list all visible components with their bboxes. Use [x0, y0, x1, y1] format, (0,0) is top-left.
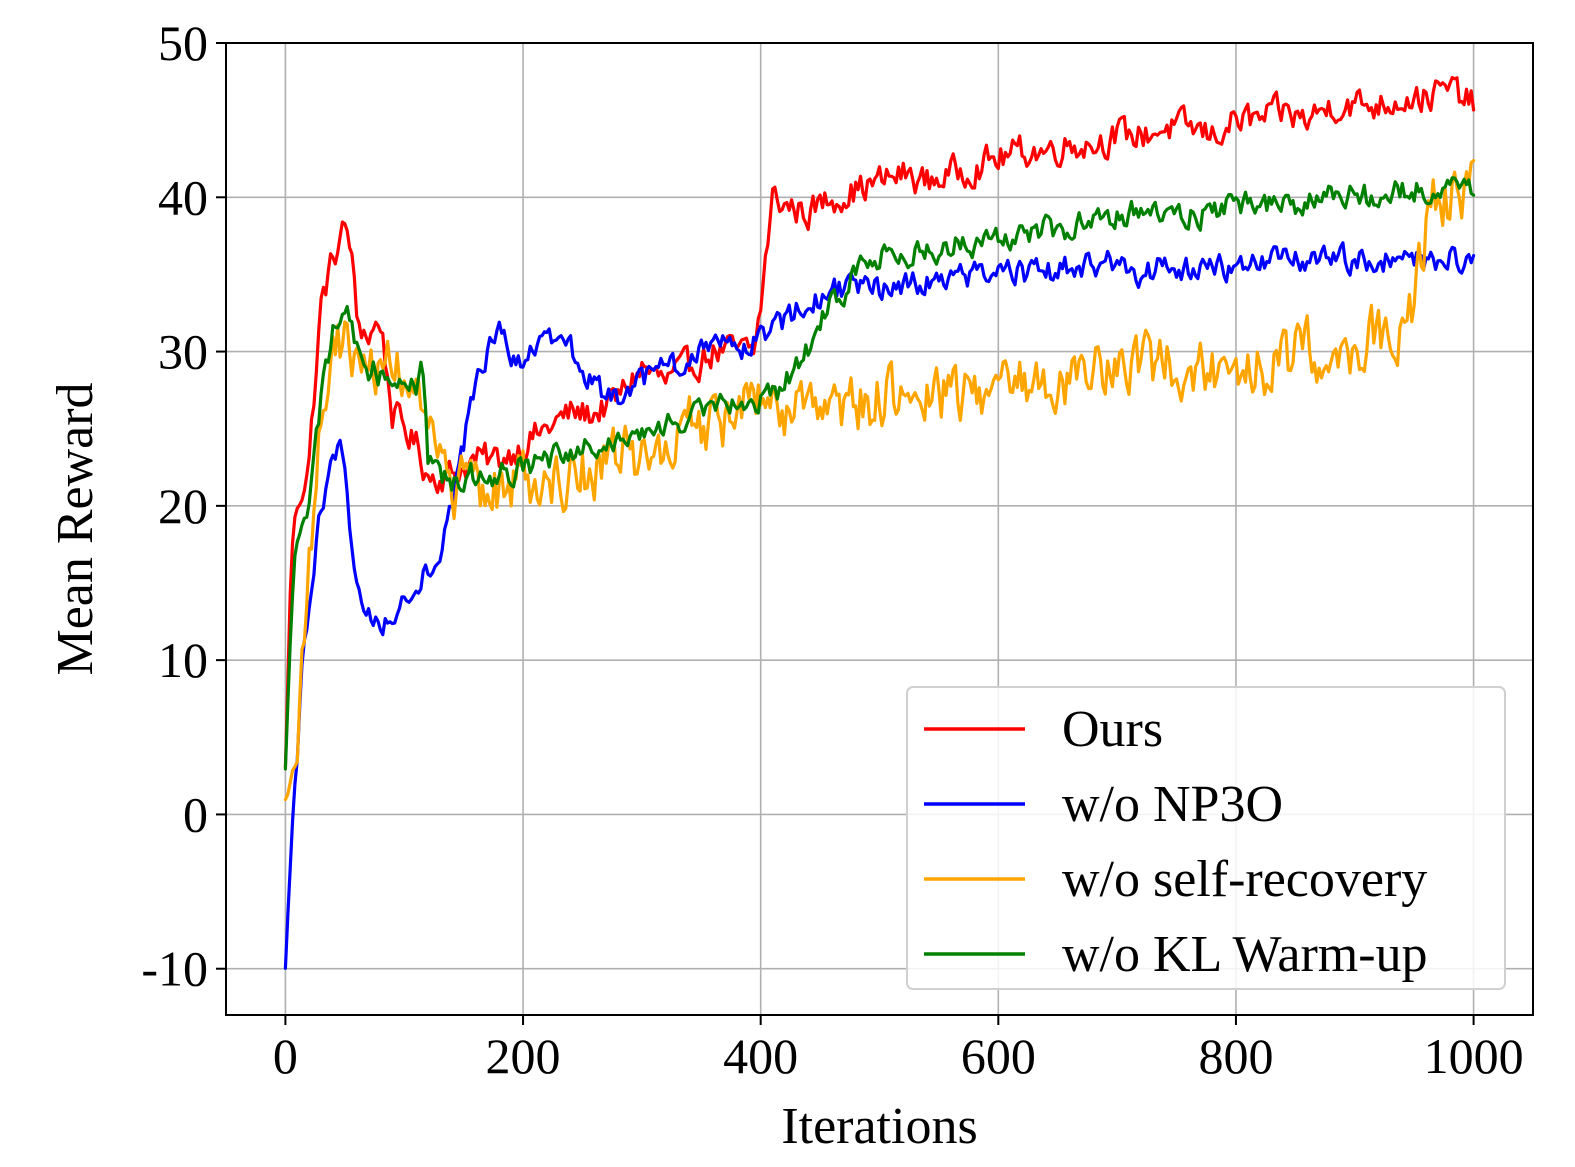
y-tick-label: 40: [158, 169, 208, 225]
series-line-ours: [283, 75, 1476, 769]
legend: Ours w/o NP3O w/o self-recovery w/o KL Warm…: [906, 686, 1506, 990]
y-tick-label: 0: [183, 786, 208, 842]
legend-label: w/o NP3O: [1062, 776, 1283, 833]
legend-label: w/o self-recovery: [1062, 851, 1427, 908]
legend-item: w/o NP3O: [924, 776, 1283, 833]
y-tick-label: 10: [158, 632, 208, 688]
x-tick-label: 600: [961, 1028, 1036, 1084]
plot-frame: [225, 42, 1534, 1016]
x-tick-label: 1000: [1424, 1028, 1524, 1084]
legend-item: Ours: [924, 701, 1163, 758]
series-line-w-o-self-recovery: [283, 159, 1476, 802]
legend-item: w/o self-recovery: [924, 851, 1427, 908]
series-line-w-o-kl-warm-up: [283, 176, 1476, 771]
x-tick-label: 800: [1198, 1028, 1273, 1084]
legend-box: [906, 686, 1506, 990]
x-tick-label: 200: [486, 1028, 561, 1084]
legend-item: w/o KL Warm-up: [924, 926, 1428, 983]
y-tick-label: -10: [141, 941, 208, 997]
y-tick-label: 20: [158, 478, 208, 534]
series-line-w-o-np3o: [283, 241, 1476, 970]
tick-layer: 0 200 400 600 800 1000 -10 0 10 20 30 40 50: [141, 15, 1523, 1084]
legend-label: Ours: [1062, 701, 1163, 758]
y-tick-label: 30: [158, 324, 208, 380]
x-axis-title: Iterations: [781, 1098, 977, 1155]
x-tick-label: 0: [273, 1028, 298, 1084]
y-axis-title: Mean Reward: [47, 382, 104, 675]
y-tick-label: 50: [158, 15, 208, 71]
legend-items: Ours w/o NP3O w/o self-recovery w/o KL Warm…: [924, 701, 1428, 983]
series-layer: [283, 75, 1476, 970]
legend-label: w/o KL Warm-up: [1062, 926, 1428, 983]
x-tick-label: 400: [723, 1028, 798, 1084]
